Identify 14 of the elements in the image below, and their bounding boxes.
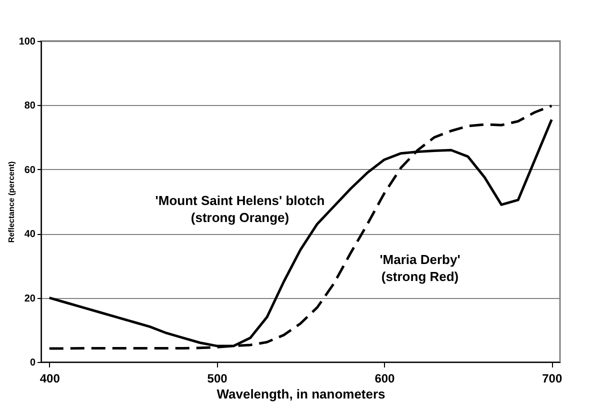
- series-label: 'Maria Derby' (strong Red): [380, 252, 460, 284]
- y-tick-label: 20: [24, 293, 36, 304]
- x-tick-label: 700: [542, 372, 562, 386]
- y-tick-label: 100: [18, 36, 36, 48]
- y-tick-label: 60: [24, 164, 36, 176]
- y-tick-label: 80: [24, 100, 36, 112]
- series-label: 'Mount Saint Helens' blotch (strong Orange): [155, 193, 325, 225]
- y-tick-label: 0: [30, 358, 36, 368]
- y-axis-title: Reflectance (percent): [6, 160, 16, 243]
- x-tick-label: 600: [374, 372, 396, 386]
- y-tick-label: 40: [24, 229, 36, 240]
- x-axis-title: Wavelength, in nanometers: [216, 386, 386, 402]
- x-tick-label: 400: [40, 372, 60, 386]
- x-tick-label: 500: [207, 372, 228, 386]
